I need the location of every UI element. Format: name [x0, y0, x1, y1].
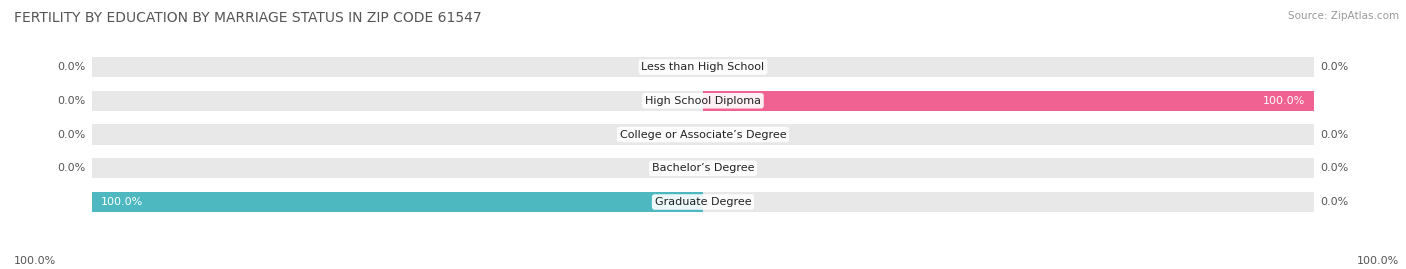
- Text: 0.0%: 0.0%: [58, 96, 86, 106]
- Text: College or Associate’s Degree: College or Associate’s Degree: [620, 129, 786, 140]
- Bar: [703, 158, 1315, 178]
- Text: Bachelor’s Degree: Bachelor’s Degree: [652, 163, 754, 173]
- Text: 100.0%: 100.0%: [1263, 96, 1305, 106]
- Text: Source: ZipAtlas.com: Source: ZipAtlas.com: [1288, 11, 1399, 21]
- Bar: [91, 158, 703, 178]
- Bar: [91, 91, 703, 111]
- Bar: [91, 192, 703, 212]
- Text: Less than High School: Less than High School: [641, 62, 765, 72]
- Text: 0.0%: 0.0%: [58, 62, 86, 72]
- Text: 0.0%: 0.0%: [1320, 129, 1348, 140]
- Bar: [91, 192, 703, 212]
- Text: 100.0%: 100.0%: [101, 197, 143, 207]
- Text: Graduate Degree: Graduate Degree: [655, 197, 751, 207]
- Bar: [703, 124, 1315, 145]
- Text: 0.0%: 0.0%: [58, 129, 86, 140]
- Bar: [703, 57, 1315, 77]
- Text: 0.0%: 0.0%: [1320, 197, 1348, 207]
- Text: FERTILITY BY EDUCATION BY MARRIAGE STATUS IN ZIP CODE 61547: FERTILITY BY EDUCATION BY MARRIAGE STATU…: [14, 11, 482, 25]
- Bar: [91, 124, 703, 145]
- Bar: [703, 192, 1315, 212]
- Text: 0.0%: 0.0%: [58, 163, 86, 173]
- Text: 0.0%: 0.0%: [1320, 163, 1348, 173]
- Text: 100.0%: 100.0%: [14, 256, 56, 266]
- Bar: [703, 91, 1315, 111]
- Text: 0.0%: 0.0%: [1320, 62, 1348, 72]
- Text: High School Diploma: High School Diploma: [645, 96, 761, 106]
- Bar: [91, 57, 703, 77]
- Bar: [703, 91, 1315, 111]
- Text: 100.0%: 100.0%: [1357, 256, 1399, 266]
